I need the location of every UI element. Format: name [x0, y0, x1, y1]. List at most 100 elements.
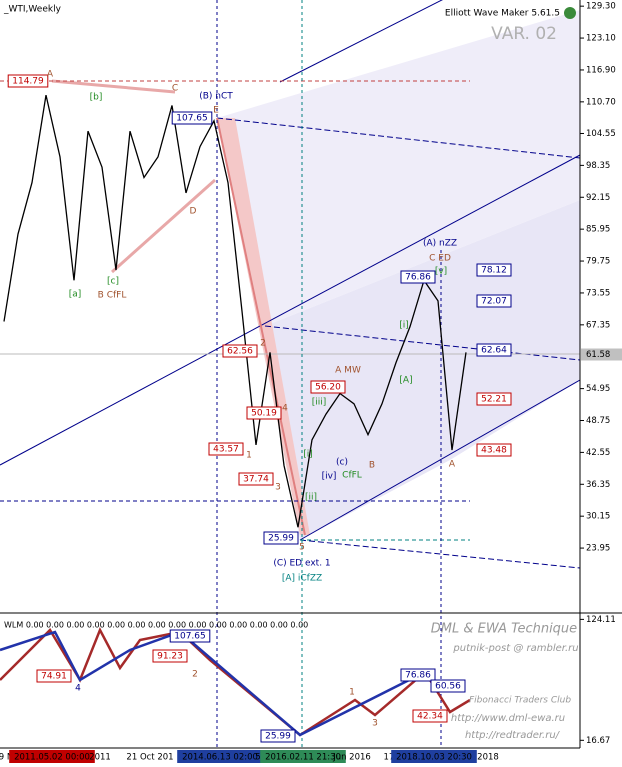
y-tick-label: 129.30 — [586, 2, 616, 12]
y-tick-label: 110.70 — [586, 97, 616, 107]
wave-label: 5 — [299, 543, 305, 553]
price-label-box — [430, 679, 466, 693]
price-label-box — [152, 649, 188, 663]
watermark: Fibonacci Traders Club — [469, 696, 571, 706]
y-tick-label: 73.55 — [586, 288, 610, 298]
price-label-box — [476, 343, 512, 357]
price-label-box — [400, 270, 436, 284]
wave-label: 2 — [260, 339, 266, 349]
wave-label: (c) — [336, 458, 348, 468]
price-label: 74.91 — [41, 672, 67, 682]
y-tick-label: 123.10 — [586, 34, 616, 44]
wave-label: A — [47, 70, 54, 80]
price-label-box — [476, 294, 512, 308]
wave-label: CfFL — [342, 471, 362, 481]
price-label: 56.20 — [315, 383, 341, 393]
price-label: 114.79 — [12, 77, 44, 87]
time-label: 2011.05.02 00:00 — [14, 753, 90, 763]
wave-fill — [217, 118, 310, 535]
price-label: 37.74 — [243, 475, 269, 485]
price-label-box — [36, 669, 72, 683]
wave-label: 1 — [349, 688, 355, 698]
price-label-box — [310, 380, 346, 394]
wave-label: [v] — [435, 267, 447, 277]
wave-label: [i] — [303, 450, 313, 460]
time-label: 2018 — [477, 753, 499, 763]
y-tick-label: 92.15 — [586, 193, 610, 203]
price-label-box — [171, 111, 213, 125]
trend-line — [0, 154, 581, 466]
price-label: 78.12 — [481, 266, 507, 276]
wave-label: [iv] — [322, 472, 337, 482]
price-label: 62.64 — [481, 346, 507, 356]
price-label-box — [260, 729, 296, 743]
price-label-box — [208, 442, 244, 456]
drawings — [0, 0, 581, 748]
price-label: 60.56 — [435, 682, 461, 692]
price-label: 42.34 — [417, 712, 443, 722]
y-tick-label: 116.90 — [586, 65, 616, 75]
wave-label: A MW — [335, 366, 361, 376]
channel-fill — [217, 10, 580, 326]
indicator-title: WLM 0.00 0.00 0.00 0.00 0.00 0.00 0.00 0… — [4, 621, 308, 630]
wave-label: 3 — [372, 719, 378, 729]
watermark: putnik-post @ rambler.ru — [452, 643, 578, 654]
trend-line — [299, 379, 581, 541]
wave-label: C ED — [429, 254, 451, 264]
y-tick-label: 16.67 — [586, 736, 610, 746]
wave-label: C — [172, 84, 178, 94]
wave-label: B — [369, 461, 375, 471]
symbol: _WTI,Weekly — [3, 5, 62, 15]
time-label: 9 N — [0, 753, 13, 763]
price-label: 76.86 — [405, 671, 431, 681]
wave-label: B CfFL — [98, 291, 127, 301]
price-label-box — [400, 668, 436, 682]
wave-label: E — [213, 106, 219, 116]
time-label: 2016.02.11 21:30 — [265, 753, 341, 763]
price-label: 62.56 — [227, 347, 253, 357]
wave-label: [A] iCfZZ — [282, 574, 322, 584]
price-label-box — [169, 629, 211, 643]
current-price-label: 61.58 — [586, 350, 610, 360]
price-label: 25.99 — [268, 534, 294, 544]
wave-label: [A] — [399, 376, 412, 386]
wave-label: [ii] — [305, 493, 317, 503]
wave-line — [216, 117, 306, 536]
wave-label: 1 — [246, 451, 252, 461]
price-label: 72.07 — [481, 297, 507, 307]
time-highlight — [391, 750, 477, 763]
wave-label: 4 — [282, 404, 288, 414]
price-label-box — [263, 531, 299, 545]
wave-line — [51, 79, 176, 94]
y-tick-label: 42.55 — [586, 448, 610, 458]
price-line — [3, 95, 467, 528]
y-tick-label: 36.35 — [586, 480, 610, 490]
y-tick-label: 104.55 — [586, 129, 616, 139]
price-label: 107.65 — [176, 114, 208, 124]
price-label: 52.21 — [481, 395, 507, 405]
price-label-box — [7, 74, 49, 88]
time-label: Jun 2016 — [332, 753, 371, 763]
watermark: http://www.dml-ewa.ru — [451, 713, 565, 724]
wave-label: 3 — [275, 483, 281, 493]
wave-label: [b] — [90, 93, 103, 103]
time-highlight — [177, 750, 263, 763]
wave-label: A — [449, 460, 456, 470]
wave-label: (A) nZZ — [423, 239, 457, 249]
variant: VAR. 02 — [491, 24, 557, 44]
wave-label: (B) nCT — [199, 92, 233, 102]
y-tick-label: 54.95 — [586, 384, 610, 394]
trend-line — [216, 117, 581, 159]
y-tick-label: 85.95 — [586, 225, 610, 235]
time-highlight — [9, 750, 95, 763]
price-label-box — [412, 709, 448, 723]
trend-line — [299, 539, 581, 569]
y-tick-label: 30.15 — [586, 512, 610, 522]
price-label-box — [246, 406, 282, 420]
time-highlight — [260, 750, 346, 763]
tool-name: Elliott Wave Maker 5.61.5 — [445, 9, 560, 19]
price-label: 76.86 — [405, 273, 431, 283]
price-label-box — [476, 443, 512, 457]
watermark: http://redtrader.ru/ — [465, 730, 561, 741]
